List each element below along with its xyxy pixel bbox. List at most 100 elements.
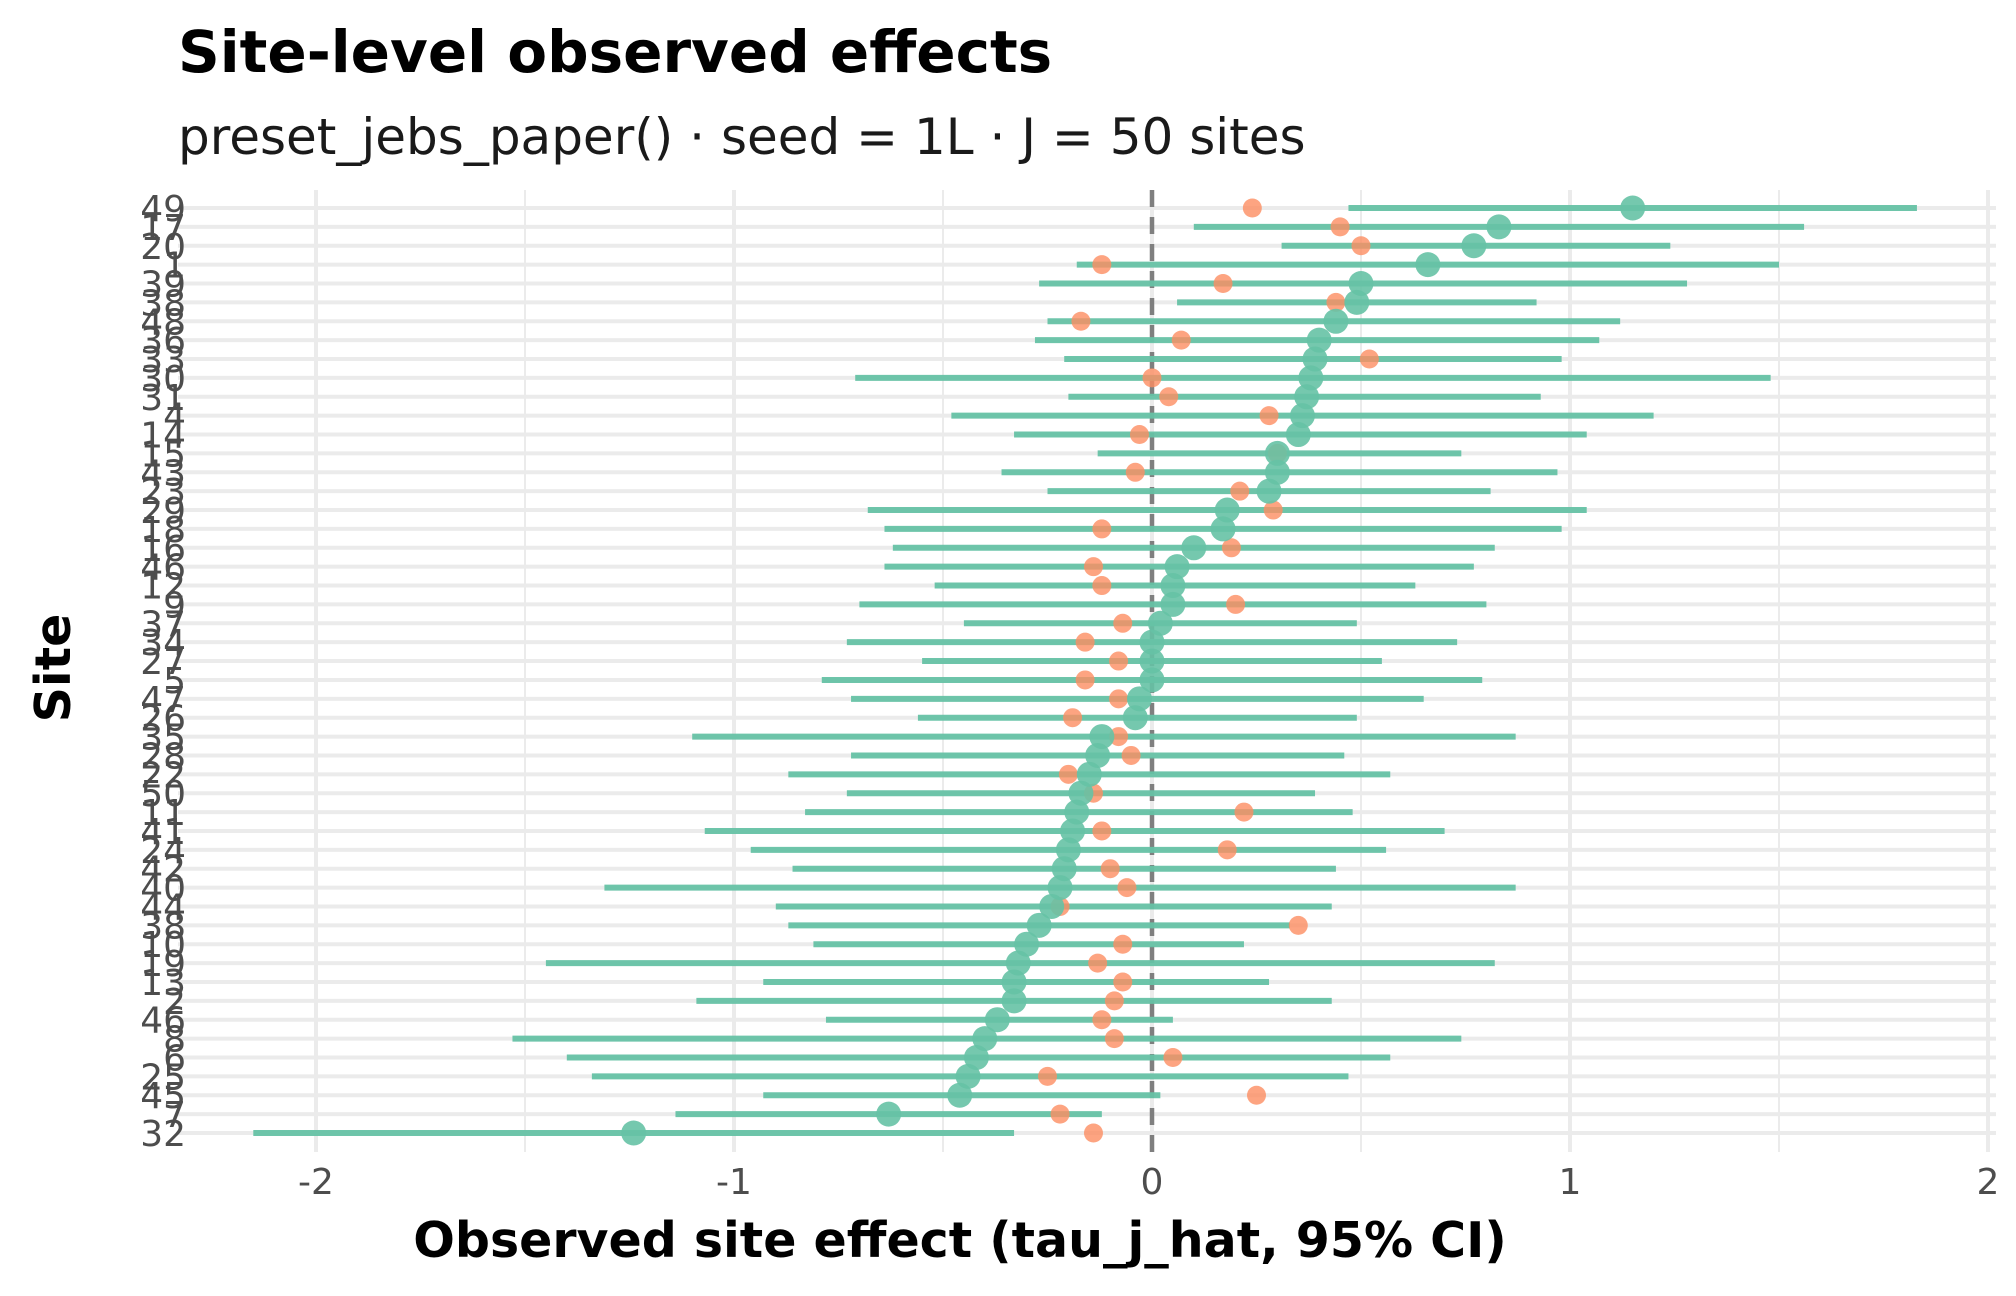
y-tick-label: 6 [163, 1038, 186, 1079]
true-effect-point [1088, 953, 1108, 973]
estimate-point [1620, 195, 1646, 221]
estimate-point [1164, 554, 1190, 580]
estimate-point [1139, 629, 1165, 655]
y-tick-label: 22 [140, 755, 186, 796]
y-tick-label: 44 [140, 887, 186, 928]
estimate-points [621, 195, 1646, 1146]
estimate-point [1139, 648, 1165, 674]
y-tick-label: 29 [140, 491, 186, 532]
true-effect-point [1242, 198, 1262, 218]
true-effect-point [1217, 840, 1237, 860]
y-tick-label: 18 [140, 510, 186, 551]
estimate-point [947, 1082, 973, 1108]
estimate-point [1076, 761, 1102, 787]
true-effect-point [1213, 274, 1233, 294]
true-effect-point [1104, 1029, 1124, 1049]
estimate-point [1039, 893, 1065, 919]
y-tick-label: 35 [140, 718, 186, 759]
y-tick-label: 2 [163, 982, 186, 1023]
estimate-point [621, 1120, 647, 1146]
true-effect-point [1351, 236, 1371, 256]
true-effect-point [1113, 934, 1133, 954]
y-tick-label: 32 [140, 1114, 186, 1155]
estimate-point [1264, 440, 1290, 466]
y-tick-label: 38 [140, 283, 186, 324]
true-effect-point [1092, 576, 1112, 596]
estimate-point [1139, 667, 1165, 693]
true-effect-point [1221, 538, 1241, 558]
estimate-point [1344, 289, 1370, 315]
y-tick-label: 23 [140, 472, 186, 513]
y-tick-label: 8 [163, 1020, 186, 1061]
estimate-point [1026, 912, 1052, 938]
estimate-point [1210, 516, 1236, 542]
true-effect-point [1234, 802, 1254, 822]
y-tick-label: 49 [140, 189, 186, 230]
estimate-point [1047, 875, 1073, 901]
y-tick-label: 17 [140, 208, 186, 249]
true-effect-point [1109, 651, 1129, 671]
estimate-point [1001, 988, 1027, 1014]
estimate-point [1461, 233, 1487, 259]
y-tick-label: 4 [163, 397, 186, 438]
true-effect-point [1247, 1085, 1266, 1105]
estimate-point [1001, 969, 1027, 995]
estimate-point [955, 1063, 981, 1089]
true-effect-point [1330, 217, 1350, 237]
y-tick-label: 14 [140, 416, 186, 457]
y-tick-label: 39 [140, 265, 186, 306]
estimate-point [1486, 214, 1512, 240]
y-tick-label: 46 [140, 548, 186, 589]
estimate-point [1348, 271, 1374, 297]
y-tick-label: 24 [140, 831, 186, 872]
y-tick-label: 16 [140, 529, 186, 570]
y-tick-labels: 4917201393848363330314141543232918164612… [140, 189, 186, 1155]
estimate-point [1068, 780, 1094, 806]
true-effect-point [1075, 632, 1095, 652]
true-effect-point [1092, 255, 1112, 275]
y-tick-label: 41 [140, 812, 186, 853]
true-effect-point [1288, 915, 1308, 935]
y-tick-label: 19 [140, 944, 186, 985]
y-tick-label: 45 [140, 1076, 186, 1117]
estimate-point [1051, 856, 1077, 882]
estimate-point [876, 1101, 902, 1127]
y-tick-label: 36 [140, 321, 186, 362]
true-effect-point [1359, 349, 1379, 369]
true-effect-point [1071, 311, 1091, 331]
y-tick-label: 47 [140, 680, 186, 721]
estimate-point [1160, 573, 1186, 599]
y-tick-label: 1 [163, 246, 186, 287]
true-effect-point [1129, 425, 1149, 445]
true-effect-point [1121, 745, 1141, 765]
y-tick-label: 7 [163, 1095, 186, 1136]
estimate-point [1302, 346, 1328, 372]
estimate-point [1126, 686, 1152, 712]
true-effect-point [1326, 292, 1346, 312]
true-effect-point [1259, 406, 1279, 426]
estimate-point [1089, 724, 1115, 750]
x-tick-label: 2 [1977, 1162, 2000, 1203]
true-effect-point [1058, 764, 1078, 784]
estimate-point [1294, 384, 1320, 410]
true-effect-point [1230, 481, 1250, 501]
true-effect-point [1109, 727, 1129, 747]
estimate-point [1005, 950, 1031, 976]
true-effect-point [1109, 689, 1129, 709]
estimate-point [984, 1007, 1010, 1033]
x-tick-label: -2 [298, 1162, 334, 1203]
true-effect-point [1092, 821, 1112, 841]
y-tick-label: 10 [140, 925, 186, 966]
true-effect-point [1113, 972, 1133, 992]
estimate-point [1160, 591, 1186, 617]
true-effect-point [1142, 368, 1162, 388]
true-effect-point [1092, 1010, 1112, 1030]
y-tick-label: 13 [140, 963, 186, 1004]
true-effect-point [1163, 1047, 1183, 1067]
y-tick-label: 27 [140, 642, 186, 683]
y-tick-label: 11 [140, 793, 186, 834]
estimate-point [1014, 931, 1040, 957]
y-tick-label: 40 [140, 869, 186, 910]
true-effect-point [1171, 330, 1191, 350]
